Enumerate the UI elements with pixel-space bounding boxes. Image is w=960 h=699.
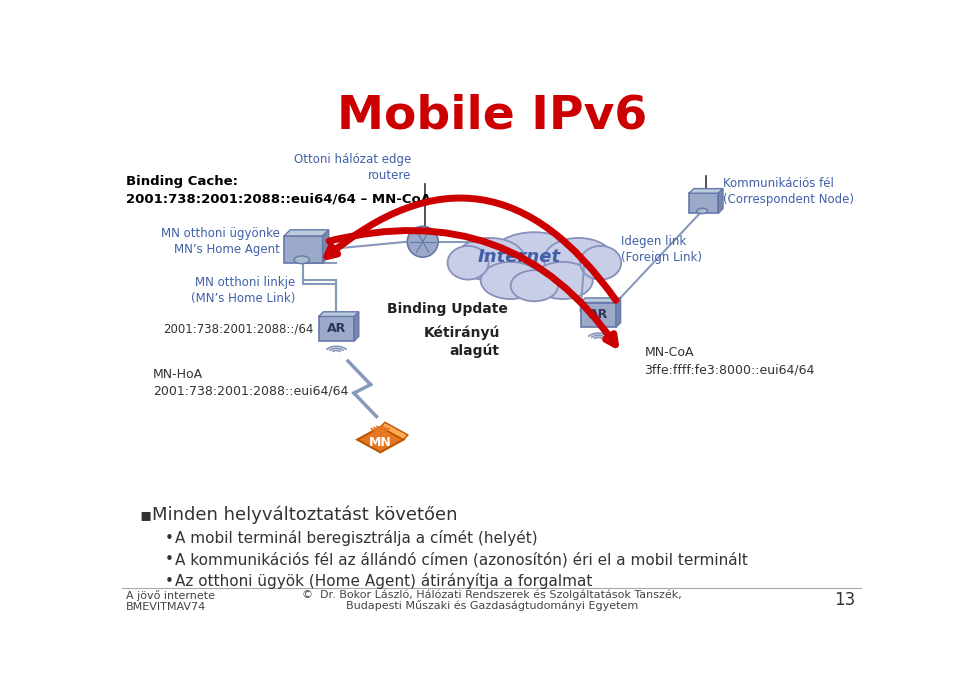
Text: Binding Update: Binding Update — [387, 302, 508, 316]
Text: A mobil terminál beregisztrálja a címét (helyét): A mobil terminál beregisztrálja a címét … — [175, 530, 538, 546]
Polygon shape — [357, 427, 403, 452]
Text: Minden helyváltoztatást követően: Minden helyváltoztatást követően — [152, 506, 457, 524]
Polygon shape — [284, 230, 328, 236]
Ellipse shape — [447, 246, 489, 280]
Text: AR: AR — [326, 322, 347, 336]
Polygon shape — [718, 189, 723, 213]
Text: Budapesti Műszaki és Gazdaságtudományi Egyetem: Budapesti Műszaki és Gazdaságtudományi E… — [346, 600, 638, 611]
Text: Internet: Internet — [477, 248, 561, 266]
Ellipse shape — [533, 262, 592, 299]
Ellipse shape — [543, 238, 613, 280]
Text: Az otthoni ügyök (Home Agent) átirányítja a forgalmat: Az otthoni ügyök (Home Agent) átirányítj… — [175, 573, 592, 589]
Ellipse shape — [697, 208, 708, 214]
Text: MN-CoA
3ffe:ffff:fe3:8000::eui64/64: MN-CoA 3ffe:ffff:fe3:8000::eui64/64 — [644, 346, 815, 376]
Polygon shape — [616, 298, 620, 327]
FancyBboxPatch shape — [581, 303, 616, 327]
Ellipse shape — [511, 271, 558, 301]
Text: MN: MN — [369, 436, 392, 449]
Polygon shape — [380, 422, 408, 440]
Text: •: • — [165, 552, 174, 568]
Circle shape — [407, 226, 438, 257]
Text: Mobile IPv6: Mobile IPv6 — [337, 94, 647, 138]
Text: Kétirányú
alagút: Kétirányú alagút — [423, 326, 500, 358]
Text: MN-HoA
2001:738:2001:2088::eui64/64: MN-HoA 2001:738:2001:2088::eui64/64 — [154, 368, 348, 398]
Text: 13: 13 — [834, 591, 855, 609]
Text: •: • — [165, 574, 174, 589]
FancyBboxPatch shape — [689, 193, 718, 213]
Text: ©  Dr. Bokor László, Hálózati Rendszerek és Szolgáltatások Tanszék,: © Dr. Bokor László, Hálózati Rendszerek … — [302, 589, 682, 600]
Text: ▪: ▪ — [139, 506, 152, 524]
Text: 2001:738:2001:2088::/64: 2001:738:2001:2088::/64 — [163, 322, 313, 336]
Ellipse shape — [481, 262, 540, 299]
Text: Ottoni hálózat edge
routere: Ottoni hálózat edge routere — [294, 152, 411, 182]
Text: Kommunikációs fél
(Correspondent Node): Kommunikációs fél (Correspondent Node) — [723, 177, 854, 206]
Text: Idegen link
(Foreign Link): Idegen link (Foreign Link) — [621, 235, 703, 264]
FancyArrowPatch shape — [326, 198, 616, 301]
FancyBboxPatch shape — [284, 236, 323, 263]
Text: MN otthoni ügyönke
MN’s Home Agent: MN otthoni ügyönke MN’s Home Agent — [161, 227, 280, 257]
FancyBboxPatch shape — [319, 317, 354, 341]
Text: BMEVITMAV74: BMEVITMAV74 — [127, 603, 206, 612]
Text: Binding Cache:
2001:738:2001:2088::eui64/64 – MN-CoA: Binding Cache: 2001:738:2001:2088::eui64… — [127, 175, 431, 205]
Polygon shape — [581, 298, 620, 303]
Text: A jövő internete: A jövő internete — [127, 591, 215, 601]
Text: AR: AR — [588, 308, 608, 322]
FancyArrowPatch shape — [329, 231, 615, 345]
Polygon shape — [689, 189, 723, 193]
Text: MN otthoni linkje
(MN’s Home Link): MN otthoni linkje (MN’s Home Link) — [191, 275, 296, 305]
Ellipse shape — [491, 232, 578, 281]
Ellipse shape — [294, 256, 309, 264]
Polygon shape — [319, 312, 359, 317]
Polygon shape — [323, 230, 328, 263]
Text: •: • — [165, 531, 174, 546]
Polygon shape — [354, 312, 359, 341]
Text: A kommunikációs fél az állándó címen (azonosítón) éri el a mobil terminált: A kommunikációs fél az állándó címen (az… — [175, 552, 748, 568]
Ellipse shape — [580, 246, 621, 280]
Ellipse shape — [455, 238, 525, 280]
